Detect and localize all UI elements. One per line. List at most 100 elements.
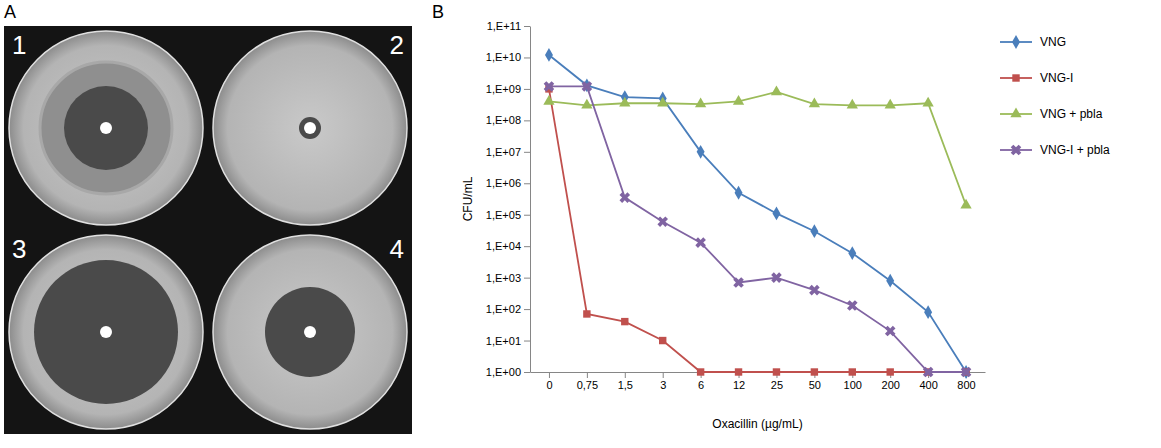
y-tick-mark xyxy=(524,246,530,247)
series-marker xyxy=(922,97,933,107)
series xyxy=(541,78,974,379)
series-marker xyxy=(695,98,706,108)
series-marker xyxy=(882,323,898,339)
y-tick-label: 1,E+04 xyxy=(486,240,521,252)
series-marker xyxy=(806,282,822,298)
y-tick-mark xyxy=(524,89,530,90)
legend-label: VNG xyxy=(1040,35,1066,49)
plate: 4 xyxy=(213,234,407,429)
legend-marker xyxy=(1010,107,1021,117)
y-tick: 1,E+10 xyxy=(486,51,530,63)
plate-dish xyxy=(213,235,407,429)
legend-entry: VNG xyxy=(1000,35,1066,49)
inhibition-zone xyxy=(299,117,321,139)
y-tick-label: 1,E+09 xyxy=(486,83,521,95)
series-marker xyxy=(543,95,554,105)
series-marker xyxy=(958,364,974,379)
figure: A1234B1,E+001,E+011,E+021,E+031,E+041,E+… xyxy=(0,0,1161,448)
series-line xyxy=(549,89,966,372)
panel-letter: A xyxy=(4,2,16,22)
y-tick: 1,E+04 xyxy=(486,240,530,252)
series-marker xyxy=(772,207,780,221)
inhibition-zone xyxy=(34,260,178,404)
x-tick-label: 6 xyxy=(698,379,704,391)
x-tick-label: 25 xyxy=(771,379,783,391)
x-tick-label: 800 xyxy=(957,379,975,391)
series-marker xyxy=(655,214,671,230)
y-tick: 1,E+09 xyxy=(486,83,530,95)
series-marker xyxy=(848,246,856,260)
series-line xyxy=(549,86,966,372)
series-marker xyxy=(697,368,704,375)
plot-area xyxy=(541,48,974,379)
y-tick-label: 1,E+03 xyxy=(486,272,521,284)
y-tick: 1,E+11 xyxy=(487,20,530,32)
series-marker xyxy=(733,95,744,105)
legend-marker xyxy=(1012,35,1020,49)
x-tick-label: 0 xyxy=(546,379,552,391)
y-tick-label: 1,E+08 xyxy=(486,114,521,126)
legend-marker xyxy=(1008,142,1024,158)
y-tick-mark xyxy=(524,341,530,342)
x-tick-label: 200 xyxy=(882,379,900,391)
antibiotic-disk xyxy=(304,122,316,134)
legend-label: VNG-I + pbla xyxy=(1040,143,1110,157)
series-marker xyxy=(769,270,785,286)
y-tick-mark xyxy=(524,278,530,279)
antibiotic-disk xyxy=(100,122,112,134)
antibiotic-disk xyxy=(100,326,112,338)
series-marker xyxy=(735,368,742,375)
series-line xyxy=(549,92,966,205)
series-marker xyxy=(657,97,668,107)
series-marker xyxy=(809,98,820,108)
series-marker xyxy=(619,97,630,107)
plate-label: 1 xyxy=(12,30,26,60)
series-marker xyxy=(731,275,747,291)
x-tick-label: 100 xyxy=(844,379,862,391)
x-tick-label: 50 xyxy=(809,379,821,391)
x-tick-label: 400 xyxy=(919,379,937,391)
series-marker xyxy=(579,78,595,94)
y-axis: 1,E+001,E+011,E+021,E+031,E+041,E+051,E+… xyxy=(486,20,531,378)
inhibition-zone xyxy=(64,86,148,170)
x-tick: 0 xyxy=(546,372,552,391)
x-tick-label: 3 xyxy=(660,379,666,391)
plate-label: 4 xyxy=(390,234,404,264)
y-tick: 1,E+05 xyxy=(486,209,530,221)
plate-dish xyxy=(9,31,203,225)
y-tick-label: 1,E+07 xyxy=(486,146,521,158)
series xyxy=(545,48,970,379)
series-marker xyxy=(811,368,818,375)
series-marker xyxy=(697,145,705,159)
y-tick-mark xyxy=(524,372,530,373)
series-marker xyxy=(583,310,590,317)
x-tick: 3 xyxy=(660,372,666,391)
series-marker xyxy=(621,318,628,325)
plate-label: 2 xyxy=(390,30,404,60)
series-marker xyxy=(960,199,971,209)
plates-background xyxy=(4,26,412,434)
y-tick-label: 1,E+06 xyxy=(486,177,521,189)
x-tick-label: 12 xyxy=(733,379,745,391)
y-tick-label: 1,E+00 xyxy=(486,366,521,378)
y-tick-label: 1,E+11 xyxy=(487,20,521,32)
series-marker xyxy=(773,368,780,375)
legend-label: VNG-I xyxy=(1040,71,1073,85)
x-tick: 1,5 xyxy=(618,372,633,391)
y-tick: 1,E+08 xyxy=(486,114,530,126)
y-tick: 1,E+06 xyxy=(486,177,530,189)
series-marker xyxy=(735,186,743,200)
y-tick-mark xyxy=(524,152,530,153)
y-tick: 1,E+00 xyxy=(486,366,530,378)
legend: VNGVNG-IVNG + pblaVNG-I + pbla xyxy=(1000,35,1110,158)
series-marker xyxy=(920,364,936,379)
x-axis-title: Oxacillin (µg/mL) xyxy=(712,417,802,431)
legend-entry: VNG-I + pbla xyxy=(1000,142,1110,158)
y-tick-label: 1,E+10 xyxy=(486,51,521,63)
antibiotic-disk xyxy=(304,326,316,338)
series-marker xyxy=(887,368,894,375)
series-line xyxy=(549,55,966,372)
y-axis-title: CFU/mL xyxy=(461,176,475,221)
x-tick-label: 1,5 xyxy=(618,379,633,391)
panel-letter: B xyxy=(432,2,444,22)
